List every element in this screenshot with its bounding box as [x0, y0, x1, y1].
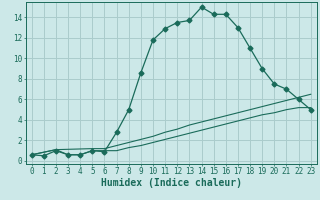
X-axis label: Humidex (Indice chaleur): Humidex (Indice chaleur): [101, 178, 242, 188]
